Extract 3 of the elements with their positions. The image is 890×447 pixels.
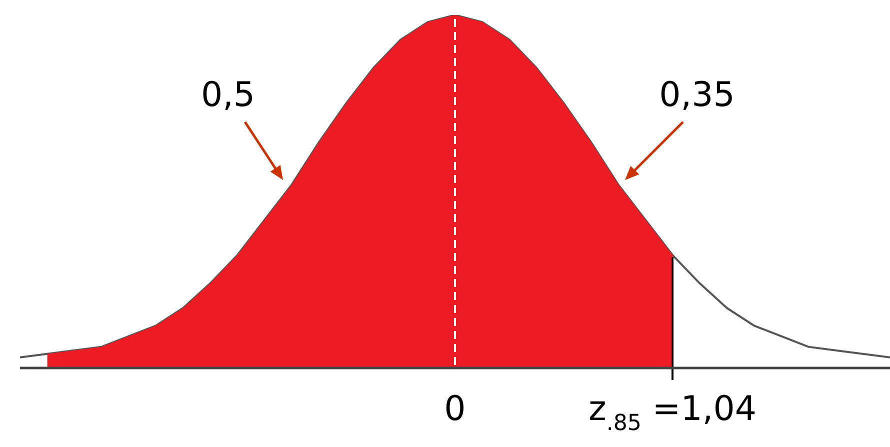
annotation: 0,5	[200, 74, 256, 115]
x-tick-label: 0	[444, 389, 466, 429]
annotation: 0,35	[659, 74, 735, 115]
